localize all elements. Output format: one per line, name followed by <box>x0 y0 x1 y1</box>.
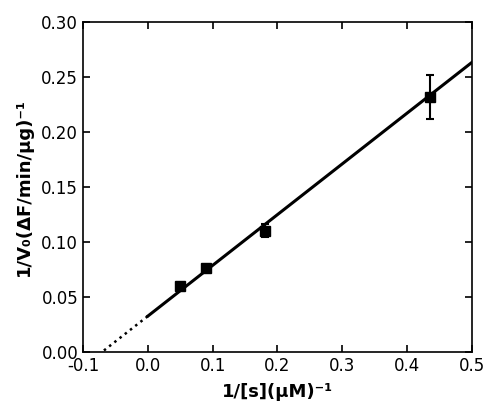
Y-axis label: 1/V₀(ΔF/min/μg)⁻¹: 1/V₀(ΔF/min/μg)⁻¹ <box>15 98 33 276</box>
X-axis label: 1/[s](μM)⁻¹: 1/[s](μM)⁻¹ <box>222 383 333 401</box>
